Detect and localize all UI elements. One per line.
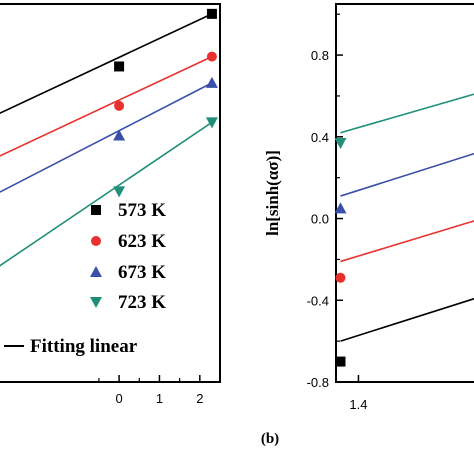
data-point-a-573-k-1 <box>206 8 217 19</box>
legend-marker-723-k <box>90 297 102 308</box>
legend-label-723-k: 723 K <box>118 292 166 313</box>
y-tick-label-b-0: -0.8 <box>307 375 329 390</box>
x-tick-label-a-1: 1 <box>156 391 163 406</box>
y-tick-label-b-2: 0.0 <box>311 212 329 227</box>
data-point-a-673-k-1 <box>205 76 218 88</box>
fit-line-a-623-k <box>0 55 213 157</box>
legend-marker-623-k <box>91 236 101 246</box>
fit-line-a-573-k <box>0 13 213 115</box>
data-point-a-723-k-0 <box>113 186 126 198</box>
panel-b: -0.8 -0.4 0.0 0.4 0.8 1.4 ln[sinh(ασ)] (b) <box>261 3 474 447</box>
y-tick-label-b-1: -0.4 <box>307 293 329 308</box>
legend-marker-673-k <box>90 266 102 277</box>
data-point-a-723-k-1 <box>205 117 218 129</box>
fit-line-b-723-k <box>340 93 474 134</box>
plot-frame-a <box>0 3 221 383</box>
legend-label-623-k: 623 K <box>118 231 166 252</box>
data-point-a-673-k-0 <box>113 129 126 141</box>
x-tick-label-a-2: 2 <box>196 391 203 406</box>
legend-label-673-k: 673 K <box>118 262 166 283</box>
data-point-a-623-k-0 <box>114 100 125 111</box>
x-tick-label-b-0: 1.4 <box>349 397 367 412</box>
fit-line-b-673-k <box>340 152 474 197</box>
fit-line-a-673-k <box>0 82 213 193</box>
fit-line-b-573-k <box>340 297 474 342</box>
plot-frame-b <box>335 3 474 383</box>
y-axis-label-b: ln[sinh(ασ)] <box>263 150 282 236</box>
fit-line-a-723-k <box>0 121 213 267</box>
y-tick-label-b-3: 0.4 <box>311 130 329 145</box>
fit-line-b-623-k <box>340 220 474 263</box>
data-point-b-623-k-0 <box>335 272 346 283</box>
x-tick-label-a-0: 0 <box>115 391 122 406</box>
legend-label-573-k: 573 K <box>118 200 166 221</box>
data-point-b-673-k-0 <box>334 202 347 214</box>
legend-label-fitting-linear: Fitting linear <box>30 336 138 357</box>
y-tick-label-b-4: 0.8 <box>311 48 329 63</box>
panel-a: 0 1 2 573 K 623 K 673 K 723 K Fitting linear <box>0 3 221 406</box>
data-point-a-623-k-1 <box>206 51 217 62</box>
data-point-b-723-k-0 <box>334 137 347 149</box>
data-point-a-573-k-0 <box>114 61 125 72</box>
panel-label-b: (b) <box>261 431 279 447</box>
legend-marker-573-k <box>91 205 101 215</box>
data-point-b-573-k-0 <box>335 356 346 367</box>
